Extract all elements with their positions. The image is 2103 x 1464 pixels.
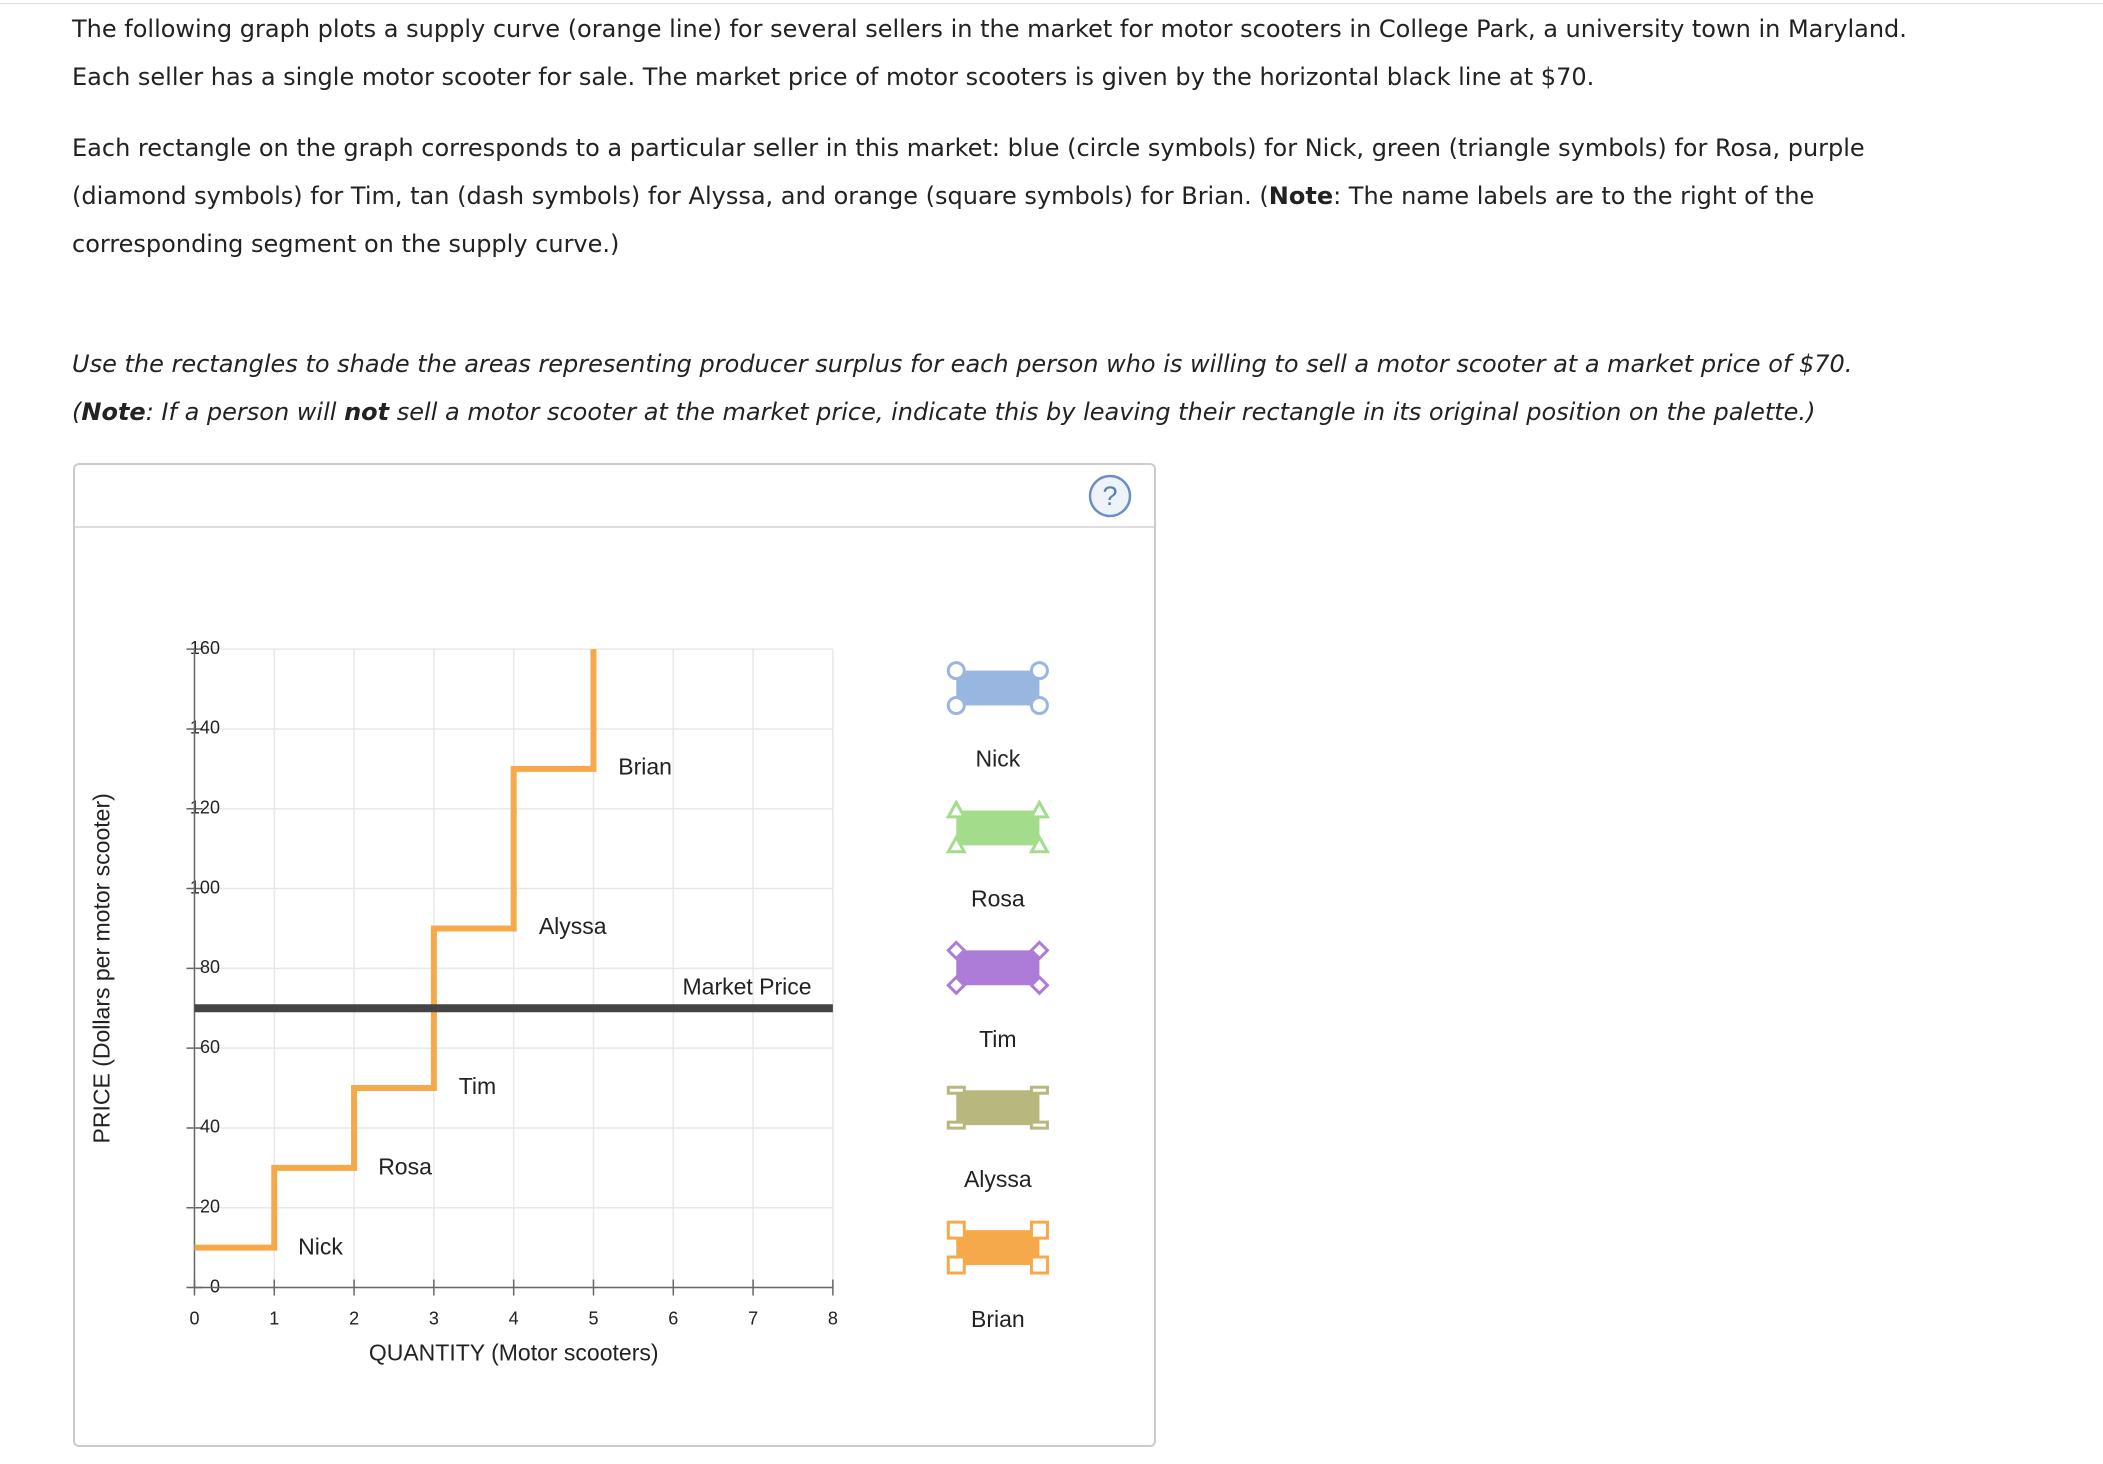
handle[interactable] xyxy=(1029,1085,1049,1095)
curve-annotation: Alyssa xyxy=(539,913,607,939)
x-tick-label: 7 xyxy=(748,1308,758,1328)
curve-annotation: Brian xyxy=(618,754,672,780)
palette-label: Nick xyxy=(975,746,1020,772)
handle[interactable] xyxy=(946,1220,966,1240)
handle[interactable] xyxy=(1029,1220,1049,1240)
handle[interactable] xyxy=(946,661,966,681)
y-tick-label: 160 xyxy=(190,638,220,658)
palette-rectangle[interactable] xyxy=(956,950,1040,986)
handle[interactable] xyxy=(946,1255,966,1275)
task-paragraph: Use the rectangles to shade the areas re… xyxy=(72,340,1912,436)
note: Note xyxy=(1268,182,1334,210)
y-axis-label: PRICE (Dollars per motor scooter) xyxy=(88,793,114,1143)
help-button[interactable] xyxy=(1088,474,1132,518)
handle[interactable] xyxy=(1029,661,1049,681)
palette-label: Tim xyxy=(979,1026,1016,1052)
y-tick-label: 80 xyxy=(200,957,220,977)
x-axis-label: QUANTITY (Motor scooters) xyxy=(369,1340,659,1366)
palette-label: Rosa xyxy=(971,886,1025,912)
handle[interactable] xyxy=(946,1085,966,1095)
x-tick-label: 1 xyxy=(269,1308,279,1328)
widget-frame xyxy=(73,463,1156,1447)
handle[interactable] xyxy=(946,1120,966,1130)
rectangle-paragraph: Each rectangle on the graph corresponds … xyxy=(72,124,1912,268)
x-tick-label: 3 xyxy=(429,1308,439,1328)
y-tick-label: 40 xyxy=(200,1117,220,1137)
handle[interactable] xyxy=(946,940,967,961)
text: : If a person will xyxy=(145,398,345,426)
handle[interactable] xyxy=(946,975,967,996)
palette-label: Alyssa xyxy=(964,1166,1032,1192)
intro-paragraph: The following graph plots a supply curve… xyxy=(72,15,1907,91)
palette-rectangle[interactable] xyxy=(956,1090,1040,1126)
handle[interactable] xyxy=(1029,1255,1049,1275)
x-tick-label: 5 xyxy=(588,1308,598,1328)
x-tick-label: 8 xyxy=(828,1308,838,1328)
x-tick-label: 0 xyxy=(189,1308,199,1328)
text: : The name labels are to the right of th… xyxy=(72,182,1815,258)
curve-annotation: Market Price xyxy=(683,974,812,1000)
x-tick-label: 2 xyxy=(349,1308,359,1328)
curve-annotation: Rosa xyxy=(378,1153,432,1179)
palette-rectangle[interactable] xyxy=(956,670,1040,706)
palette-rectangle[interactable] xyxy=(956,810,1040,846)
handle[interactable] xyxy=(1029,1120,1049,1130)
y-tick-label: 140 xyxy=(190,718,220,738)
handle[interactable] xyxy=(1029,940,1050,961)
help-icon[interactable]: ? xyxy=(1102,481,1117,511)
text: ( xyxy=(72,398,82,426)
text: Use the rectangles to shade the areas re… xyxy=(72,350,1853,378)
curve-annotation: Nick xyxy=(298,1234,343,1260)
text: sell a motor scooter at the market price… xyxy=(389,398,1816,426)
handle[interactable] xyxy=(945,799,967,819)
handle[interactable] xyxy=(1029,695,1049,715)
top-rule xyxy=(0,3,2103,4)
y-tick-label: 60 xyxy=(200,1037,220,1057)
handle[interactable] xyxy=(946,695,966,715)
emphasis: not xyxy=(344,398,390,426)
palette-rectangle[interactable] xyxy=(956,1230,1040,1266)
x-tick-label: 4 xyxy=(509,1308,519,1328)
handle[interactable] xyxy=(1028,834,1050,854)
y-tick-label: 0 xyxy=(210,1276,220,1296)
y-tick-label: 120 xyxy=(190,797,220,817)
handle[interactable] xyxy=(945,834,967,854)
y-tick-label: 20 xyxy=(200,1196,220,1216)
curve-annotation: Tim xyxy=(459,1073,496,1099)
palette-label: Brian xyxy=(971,1306,1025,1332)
note: Note xyxy=(81,398,146,426)
text: Each rectangle on the graph corresponds … xyxy=(72,134,1865,210)
handle[interactable] xyxy=(1029,975,1050,996)
x-tick-label: 6 xyxy=(668,1308,678,1328)
handle[interactable] xyxy=(1028,799,1050,819)
supply-curve xyxy=(194,649,597,1251)
y-tick-label: 100 xyxy=(190,877,220,897)
